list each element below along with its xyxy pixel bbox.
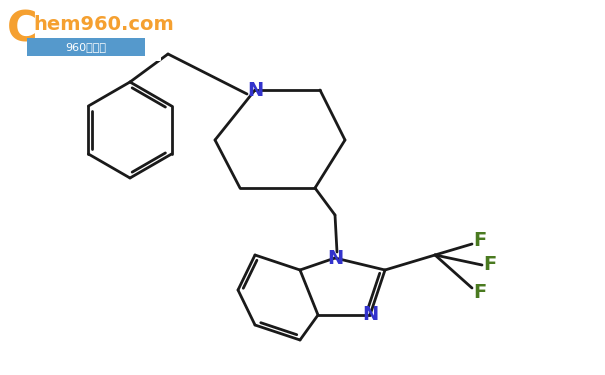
Text: F: F [473, 231, 486, 249]
Text: 960化工网: 960化工网 [65, 42, 106, 52]
Text: C: C [7, 9, 38, 51]
Text: N: N [362, 306, 378, 324]
Text: F: F [483, 255, 497, 274]
FancyBboxPatch shape [27, 38, 145, 56]
Text: F: F [473, 282, 486, 302]
Text: N: N [247, 81, 263, 99]
FancyBboxPatch shape [4, 4, 161, 61]
Text: hem960.com: hem960.com [33, 15, 174, 34]
Text: N: N [327, 249, 343, 267]
